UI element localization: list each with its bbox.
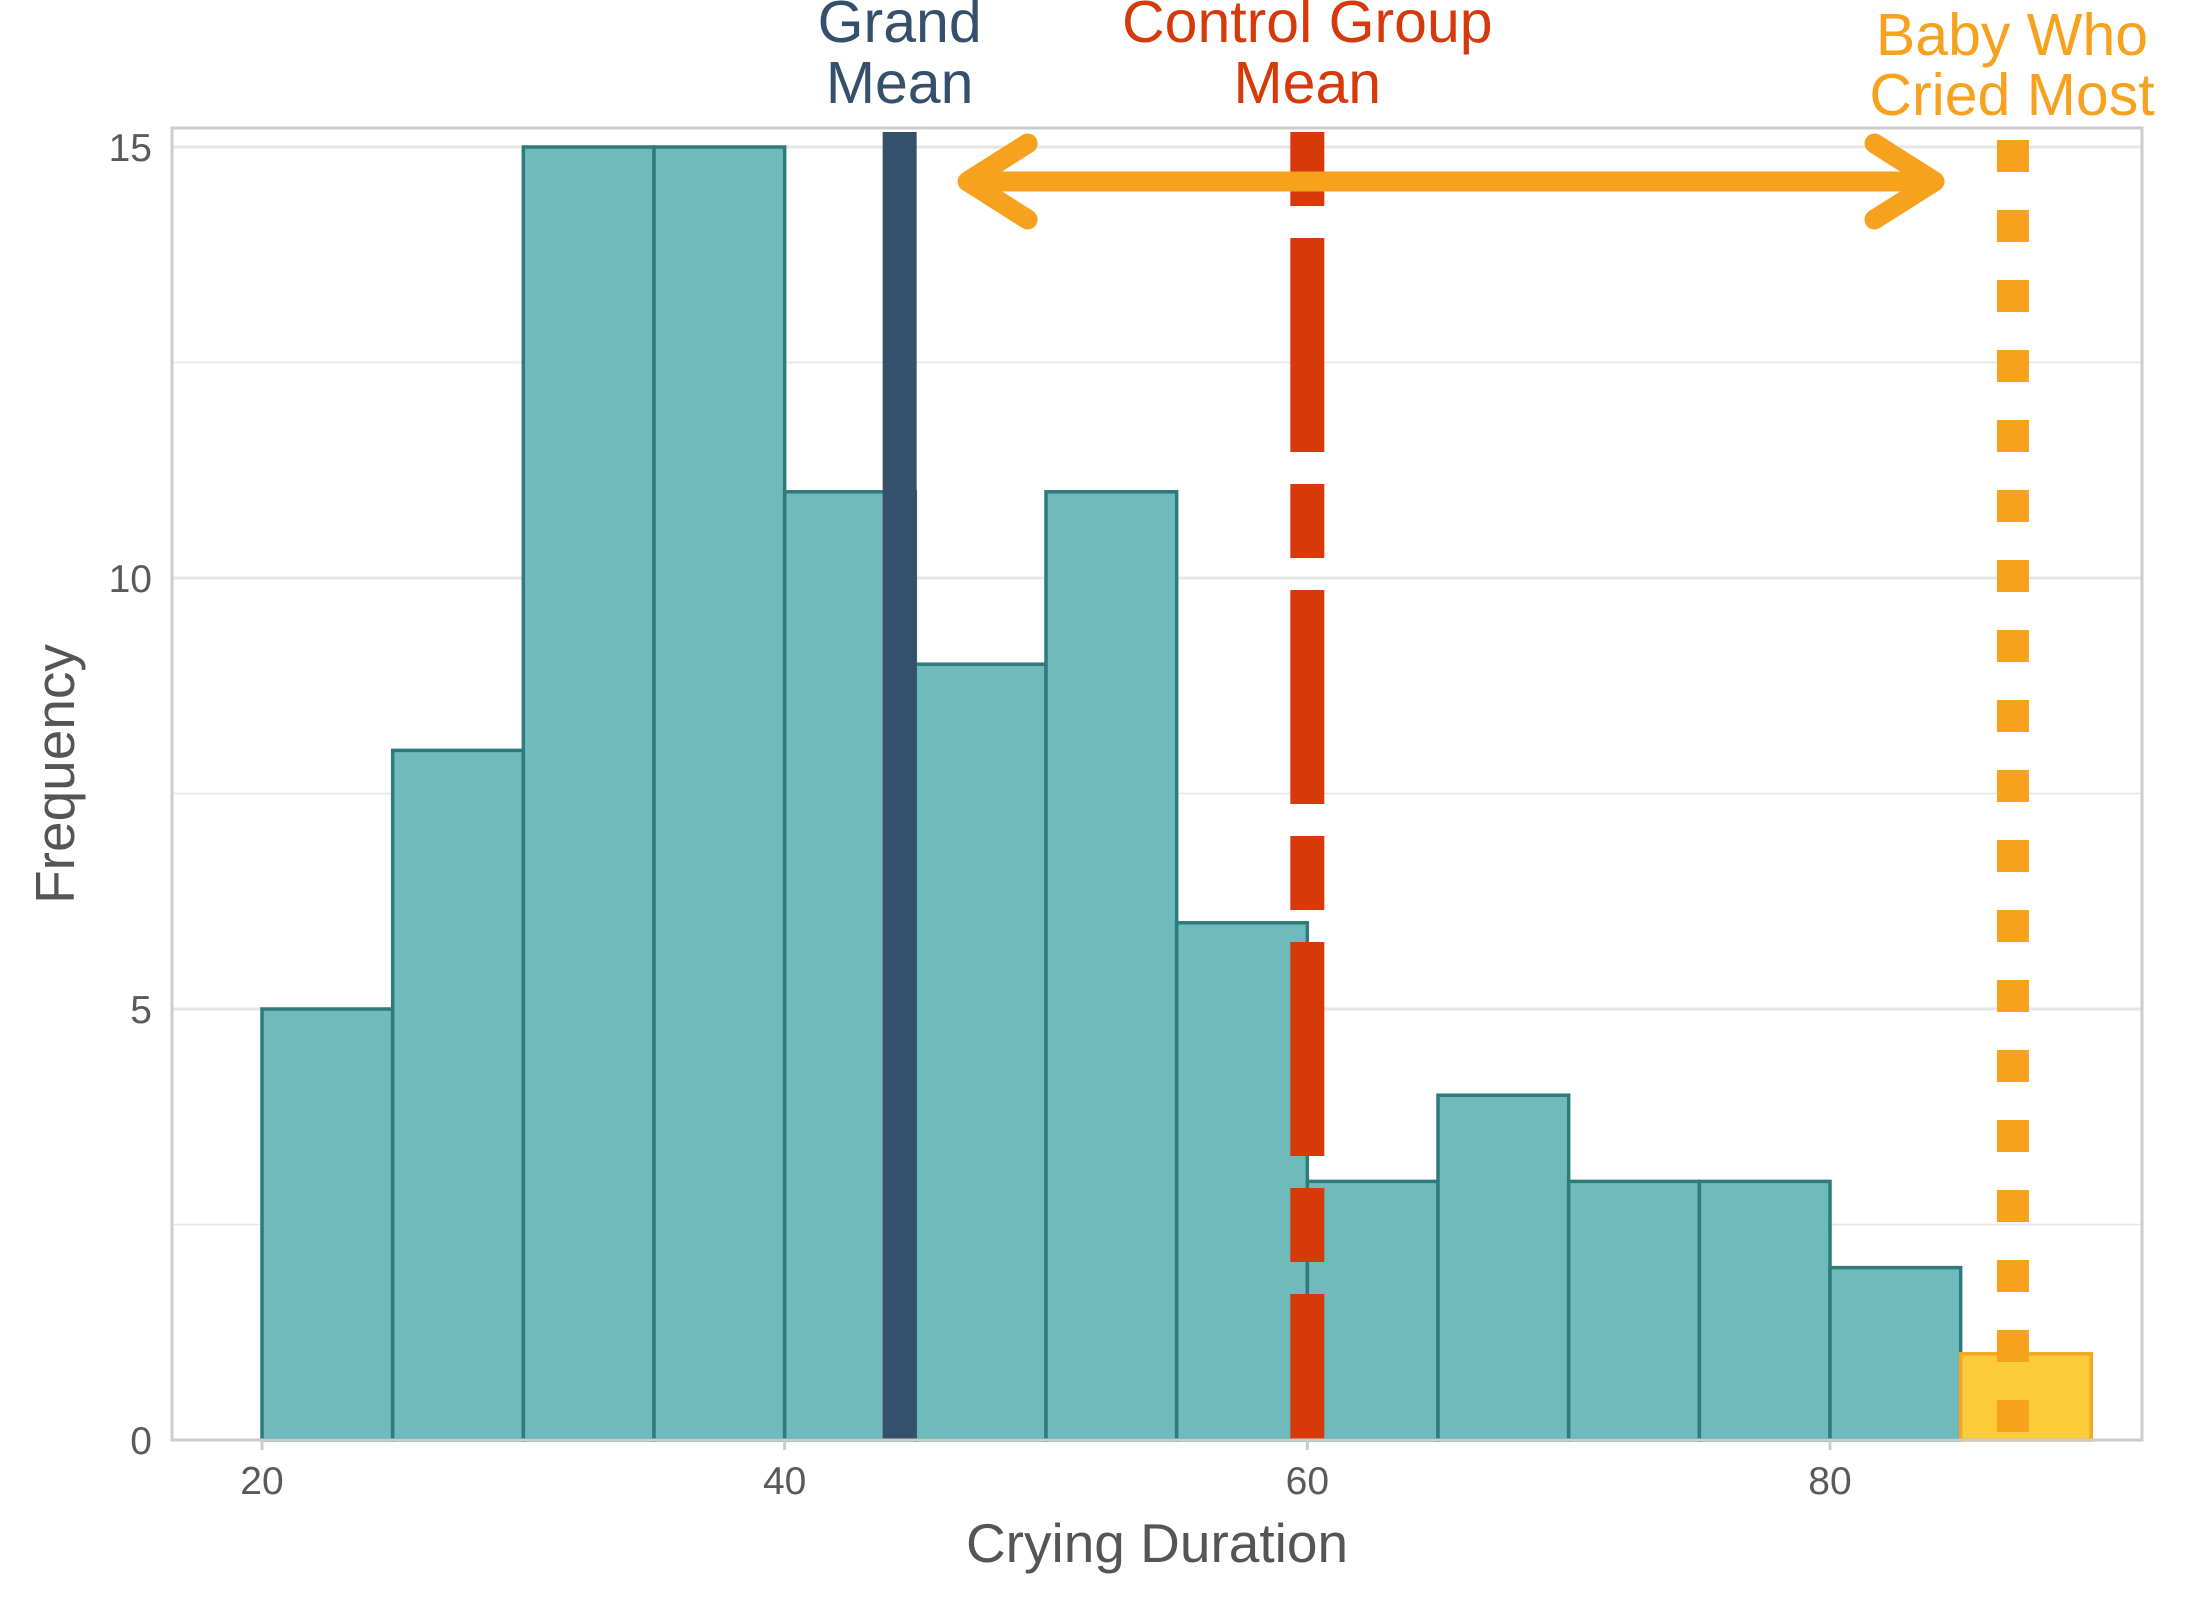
histogram-bar: [260, 1007, 395, 1442]
reference-label-1-line-1: Grand: [818, 0, 982, 55]
reference-label-3-line-1: Baby Who: [1876, 2, 2148, 68]
y-axis-ticks: 0 5 10 15: [109, 127, 152, 1463]
histogram-bar: [390, 748, 526, 1442]
y-tick-label: 10: [109, 558, 152, 601]
arrow-head-right: [1864, 133, 1945, 230]
arrow-head-left: [957, 133, 1038, 230]
range-arrow: [957, 133, 1945, 230]
histogram-bar: [1697, 1179, 1832, 1442]
x-tick-label: 60: [1286, 1460, 1329, 1503]
plot-panel-border: [170, 126, 2144, 1442]
histogram-bar: [1436, 1093, 1571, 1442]
reference-label-3-line-2: Cried Most: [1869, 62, 2154, 128]
y-tick-label: 15: [109, 127, 152, 170]
histogram-bar: [913, 662, 1048, 1442]
histogram-bar: [1044, 490, 1179, 1442]
reference-label-1-line-2: Mean: [826, 50, 974, 116]
x-axis-ticks: 20 40 60 80: [240, 1440, 1852, 1503]
histogram-bar: [1828, 1265, 1963, 1442]
histogram-bar: [652, 145, 787, 1442]
x-axis-title: Crying Duration: [966, 1512, 1348, 1574]
histogram-bar: [1174, 921, 1310, 1442]
x-tick-label: 40: [763, 1460, 806, 1503]
y-axis-title: Frequency: [24, 644, 86, 904]
reference-label-2-line-1: Control Group: [1122, 0, 1493, 55]
histogram-bar: [1566, 1179, 1702, 1442]
x-tick-label: 20: [240, 1460, 283, 1503]
y-tick-label: 5: [130, 989, 152, 1032]
x-tick-label: 80: [1808, 1460, 1851, 1503]
histogram-bar: [521, 145, 656, 1442]
histogram-bar: [1305, 1179, 1440, 1442]
reference-lines: [882, 132, 2029, 1440]
reference-label-2-line-2: Mean: [1234, 50, 1382, 116]
y-tick-label: 0: [130, 1420, 152, 1463]
histogram-bars: [260, 145, 2094, 1442]
